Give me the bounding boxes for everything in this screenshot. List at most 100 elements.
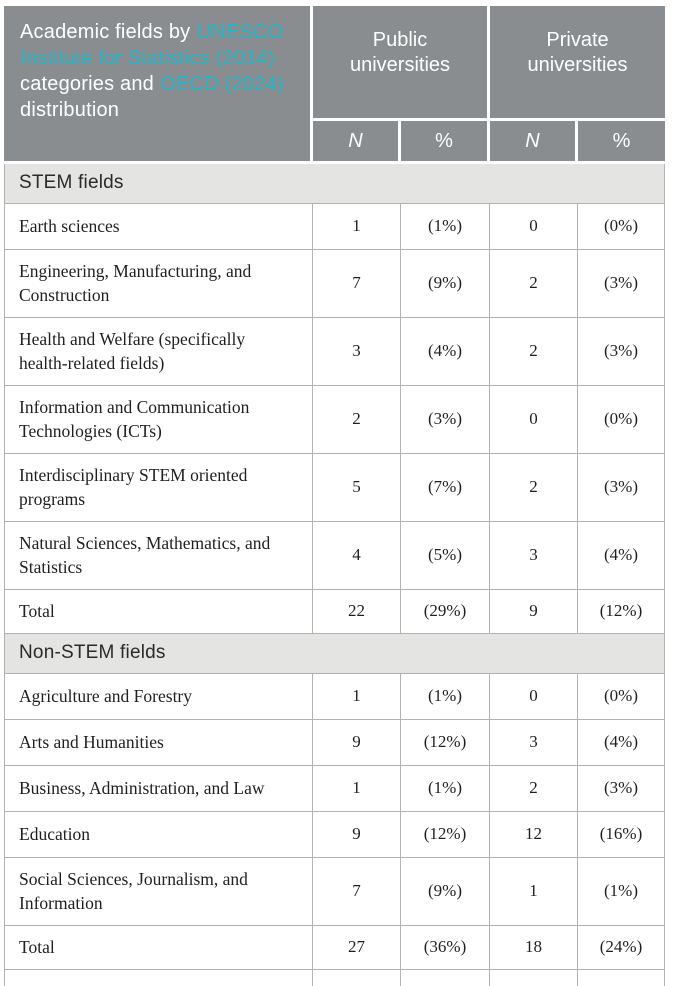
table-row: Information and Communication Technologi…: [4, 386, 666, 454]
citation-link[interactable]: UNESCO Institute for Statistics (2014): [20, 21, 283, 69]
header-field-column-title: Academic fields by UNESCO Institute for …: [4, 6, 313, 164]
section-header-row: Non-STEM fields: [4, 634, 666, 674]
header-title-text: Academic fields by: [20, 21, 197, 43]
row-value-private-pct: (3%): [578, 766, 666, 812]
table-row: Arts and Humanities 9 (12%) 3 (4%): [4, 720, 666, 766]
row-value-public-n: 7: [313, 250, 401, 318]
row-value-public-n: 9: [313, 720, 401, 766]
n-label: N: [525, 129, 540, 152]
section-header-row: STEM fields: [4, 164, 666, 204]
header-title-text: distribution: [20, 99, 120, 121]
cutoff-cell: [313, 970, 401, 986]
total-row: Total 22 (29%) 9 (12%): [4, 590, 666, 634]
row-value-private-pct: (16%): [578, 812, 666, 858]
header-sub-row: N % N %: [4, 121, 666, 164]
total-row: Total 27 (36%) 18 (24%): [4, 926, 666, 970]
row-value-public-pct: (12%): [401, 812, 491, 858]
row-label: Earth sciences: [4, 204, 313, 250]
cutoff-cell: [401, 970, 491, 986]
row-value-public-pct: (29%): [401, 590, 491, 634]
row-value-private-pct: (0%): [578, 674, 666, 720]
row-value-public-n: 9: [313, 812, 401, 858]
row-value-public-pct: (9%): [401, 250, 491, 318]
percent-label: %: [612, 129, 631, 152]
row-value-private-n: 18: [490, 926, 579, 970]
row-value-private-n: 2: [490, 318, 579, 386]
header-private-n: N: [490, 121, 579, 164]
row-label: Information and Communication Technologi…: [4, 386, 313, 454]
row-value-public-n: 1: [313, 674, 401, 720]
row-value-public-pct: (9%): [401, 858, 491, 926]
cutoff-cell: [578, 970, 666, 986]
cutoff-cell: [490, 970, 579, 986]
row-value-public-n: 22: [313, 590, 401, 634]
row-value-private-pct: (1%): [578, 858, 666, 926]
cutoff-cell: [4, 970, 313, 986]
row-value-private-pct: (3%): [578, 250, 666, 318]
table-header: Academic fields by UNESCO Institute for …: [4, 6, 666, 164]
row-value-public-n: 5: [313, 454, 401, 522]
row-label: Engineering, Manufacturing, and Construc…: [4, 250, 313, 318]
row-value-private-n: 2: [490, 454, 579, 522]
row-value-private-n: 3: [490, 720, 579, 766]
header-title-richtext: Academic fields by UNESCO Institute for …: [20, 21, 283, 121]
table-body: STEM fields Earth sciences 1 (1%) 0 (0%) Engin…: [4, 164, 666, 986]
header-group-row: Academic fields by UNESCO Institute for …: [4, 6, 666, 164]
row-label: Business, Administration, and Law: [4, 766, 313, 812]
header-private-universities: Private universities: [490, 6, 666, 121]
row-value-public-n: 1: [313, 204, 401, 250]
row-value-private-n: 0: [490, 204, 579, 250]
row-value-public-n: 2: [313, 386, 401, 454]
row-label: Total: [4, 590, 313, 634]
citation-link[interactable]: OECD (2024): [159, 73, 284, 95]
row-label: Natural Sciences, Mathematics, and Stati…: [4, 522, 313, 590]
row-value-private-n: 0: [490, 674, 579, 720]
row-label: Social Sciences, Journalism, and Informa…: [4, 858, 313, 926]
percent-label: %: [435, 129, 453, 152]
table-row: Business, Administration, and Law 1 (1%) 2(…: [4, 766, 666, 812]
row-value-private-n: 0: [490, 386, 579, 454]
academic-fields-table: Academic fields by UNESCO Institute for …: [4, 6, 666, 986]
row-value-private-pct: (0%): [578, 386, 666, 454]
row-value-private-n: 1: [490, 858, 579, 926]
row-value-public-pct: (1%): [401, 204, 491, 250]
header-title-text: categories and: [20, 73, 160, 95]
row-value-private-pct: (3%): [578, 454, 666, 522]
row-value-public-pct: (7%): [401, 454, 491, 522]
row-value-private-pct: (4%): [578, 522, 666, 590]
table-row: Health and Welfare (specifically health-…: [4, 318, 666, 386]
row-value-public-pct: (12%): [401, 720, 491, 766]
cutoff-row: [4, 970, 666, 986]
row-value-private-n: 2: [490, 250, 579, 318]
row-value-private-pct: (3%): [578, 318, 666, 386]
header-public-universities: Public universities: [313, 6, 491, 121]
row-value-public-n: 4: [313, 522, 401, 590]
row-value-private-n: 12: [490, 812, 579, 858]
row-value-public-n: 7: [313, 858, 401, 926]
header-private-pct: %: [578, 121, 666, 164]
row-value-private-n: 2: [490, 766, 579, 812]
table-row: Engineering, Manufacturing, and Construc…: [4, 250, 666, 318]
row-value-private-pct: (24%): [578, 926, 666, 970]
row-value-public-n: 27: [313, 926, 401, 970]
table-row: Natural Sciences, Mathematics, and Stati…: [4, 522, 666, 590]
row-value-public-pct: (1%): [401, 674, 491, 720]
table-row: Earth sciences 1 (1%) 0 (0%): [4, 204, 666, 250]
table-row: Agriculture and Forestry 1 (1%) 0 (0%): [4, 674, 666, 720]
row-value-private-n: 3: [490, 522, 579, 590]
header-public-pct: %: [401, 121, 491, 164]
row-value-private-n: 9: [490, 590, 579, 634]
row-label: Health and Welfare (specifically health-…: [4, 318, 313, 386]
header-public-n: N: [313, 121, 401, 164]
row-value-public-pct: (5%): [401, 522, 491, 590]
row-value-private-pct: (12%): [578, 590, 666, 634]
row-label: Arts and Humanities: [4, 720, 313, 766]
row-value-public-n: 1: [313, 766, 401, 812]
row-label: Interdisciplinary STEM oriented programs: [4, 454, 313, 522]
row-value-private-pct: (0%): [578, 204, 666, 250]
row-label: Education: [4, 812, 313, 858]
n-label: N: [348, 129, 363, 152]
table-row: Interdisciplinary STEM oriented programs…: [4, 454, 666, 522]
table-row: Social Sciences, Journalism, and Informa…: [4, 858, 666, 926]
section-title: Non-STEM fields: [4, 634, 666, 674]
